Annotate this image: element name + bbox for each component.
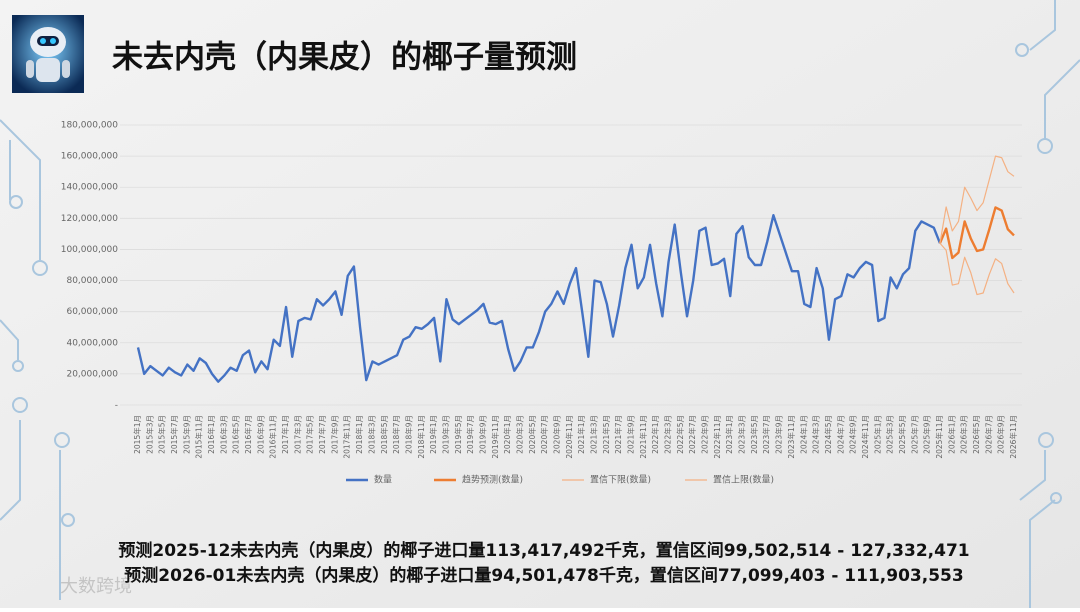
x-tick-label: 2026年5月 bbox=[971, 415, 981, 454]
forecast-note: 预测2025-12未去内壳（内果皮）的椰子进口量113,417,492千克，置信… bbox=[118, 540, 969, 561]
x-tick-label: 2022年7月 bbox=[687, 415, 697, 454]
x-tick-label: 2024年11月 bbox=[860, 415, 870, 459]
x-tick-label: 2017年7月 bbox=[317, 415, 327, 454]
x-tick-label: 2019年1月 bbox=[428, 415, 438, 454]
y-tick-label: 180,000,000 bbox=[61, 121, 119, 131]
x-tick-label: 2026年7月 bbox=[983, 415, 993, 454]
x-tick-label: 2022年5月 bbox=[675, 415, 685, 454]
x-tick-label: 2021年5月 bbox=[601, 415, 611, 454]
series-line bbox=[136, 214, 942, 383]
x-tick-label: 2020年5月 bbox=[527, 415, 537, 454]
x-tick-label: 2017年11月 bbox=[342, 415, 352, 459]
x-tick-label: 2025年9月 bbox=[922, 415, 932, 454]
x-tick-label: 2023年9月 bbox=[774, 415, 784, 454]
x-tick-label: 2020年11月 bbox=[564, 415, 574, 459]
x-tick-label: 2018年3月 bbox=[366, 415, 376, 454]
x-tick-label: 2019年9月 bbox=[477, 415, 487, 454]
watermark: 大数跨境 bbox=[60, 576, 132, 597]
x-tick-label: 2023年5月 bbox=[749, 415, 759, 454]
y-tick-label: 100,000,000 bbox=[61, 245, 119, 255]
x-tick-label: 2026年11月 bbox=[1008, 415, 1018, 459]
y-tick-label: 40,000,000 bbox=[66, 338, 118, 348]
slide-title: 未去内壳（内果皮）的椰子量预测 bbox=[112, 40, 577, 76]
x-tick-label: 2017年3月 bbox=[292, 415, 302, 454]
legend-label: 趋势预测(数量) bbox=[462, 474, 523, 486]
x-tick-label: 2021年11月 bbox=[638, 415, 648, 459]
x-tick-label: 2017年9月 bbox=[329, 415, 339, 454]
x-tick-label: 2019年7月 bbox=[465, 415, 475, 454]
robot-logo bbox=[12, 15, 84, 93]
x-tick-label: 2022年11月 bbox=[712, 415, 722, 459]
x-tick-label: 2016年1月 bbox=[206, 415, 216, 454]
x-tick-label: 2025年1月 bbox=[872, 415, 882, 454]
x-tick-label: 2024年1月 bbox=[798, 415, 808, 454]
x-tick-label: 2019年11月 bbox=[490, 415, 500, 459]
series-line bbox=[939, 242, 1015, 296]
x-tick-label: 2016年9月 bbox=[255, 415, 265, 454]
y-tick-label: 120,000,000 bbox=[61, 214, 119, 224]
x-tick-label: 2018年9月 bbox=[403, 415, 413, 454]
legend-label: 置信上限(数量) bbox=[713, 474, 774, 486]
x-tick-label: 2018年1月 bbox=[354, 415, 364, 454]
x-tick-label: 2017年5月 bbox=[305, 415, 315, 454]
x-tick-label: 2015年9月 bbox=[181, 415, 191, 454]
x-tick-label: 2015年5月 bbox=[157, 415, 167, 454]
x-tick-label: 2015年7月 bbox=[169, 415, 179, 454]
x-tick-label: 2021年1月 bbox=[576, 415, 586, 454]
forecast-note: 预测2026-01未去内壳（内果皮）的椰子进口量94,501,478千克，置信区… bbox=[124, 565, 963, 586]
x-tick-label: 2023年7月 bbox=[761, 415, 771, 454]
x-tick-label: 2018年5月 bbox=[379, 415, 389, 454]
x-tick-label: 2024年5月 bbox=[823, 415, 833, 454]
x-tick-label: 2025年5月 bbox=[897, 415, 907, 454]
x-tick-label: 2019年3月 bbox=[440, 415, 450, 454]
x-tick-label: 2024年3月 bbox=[811, 415, 821, 454]
x-tick-label: 2021年9月 bbox=[626, 415, 636, 454]
x-tick-label: 2021年7月 bbox=[613, 415, 623, 454]
x-tick-label: 2020年1月 bbox=[502, 415, 512, 454]
x-tick-label: 2022年3月 bbox=[663, 415, 673, 454]
x-tick-label: 2016年11月 bbox=[268, 415, 278, 459]
x-tick-label: 2020年3月 bbox=[514, 415, 524, 454]
series-line bbox=[938, 206, 1015, 260]
x-tick-label: 2021年3月 bbox=[589, 415, 599, 454]
x-tick-label: 2025年3月 bbox=[885, 415, 895, 454]
y-tick-label: 20,000,000 bbox=[66, 369, 118, 379]
y-tick-label: - bbox=[115, 401, 118, 411]
x-tick-label: 2025年7月 bbox=[909, 415, 919, 454]
x-tick-label: 2015年11月 bbox=[194, 415, 204, 459]
x-tick-label: 2024年9月 bbox=[848, 415, 858, 454]
x-tick-label: 2023年3月 bbox=[737, 415, 747, 454]
y-tick-label: 160,000,000 bbox=[61, 152, 119, 162]
x-tick-label: 2025年11月 bbox=[934, 415, 944, 459]
x-tick-label: 2016年7月 bbox=[243, 415, 253, 454]
x-tick-label: 2017年1月 bbox=[280, 415, 290, 454]
x-tick-label: 2015年1月 bbox=[132, 415, 142, 454]
x-tick-label: 2018年11月 bbox=[416, 415, 426, 459]
y-tick-label: 60,000,000 bbox=[66, 307, 118, 317]
x-tick-label: 2022年1月 bbox=[650, 415, 660, 454]
x-tick-label: 2026年1月 bbox=[946, 415, 956, 454]
x-tick-label: 2016年3月 bbox=[218, 415, 228, 454]
x-tick-label: 2016年5月 bbox=[231, 415, 241, 454]
x-tick-label: 2023年1月 bbox=[724, 415, 734, 454]
x-tick-label: 2015年3月 bbox=[144, 415, 154, 454]
series-line bbox=[939, 155, 1015, 244]
x-tick-label: 2026年3月 bbox=[959, 415, 969, 454]
legend-label: 数量 bbox=[374, 474, 392, 486]
x-tick-label: 2019年5月 bbox=[453, 415, 463, 454]
legend-label: 置信下限(数量) bbox=[590, 474, 651, 486]
x-tick-label: 2018年7月 bbox=[391, 415, 401, 454]
x-tick-label: 2024年7月 bbox=[835, 415, 845, 454]
x-tick-label: 2022年9月 bbox=[700, 415, 710, 454]
x-tick-label: 2020年7月 bbox=[539, 415, 549, 454]
y-tick-label: 140,000,000 bbox=[61, 183, 119, 193]
y-tick-label: 80,000,000 bbox=[66, 276, 118, 286]
x-tick-label: 2026年9月 bbox=[996, 415, 1006, 454]
x-tick-label: 2020年9月 bbox=[551, 415, 561, 454]
x-tick-label: 2023年11月 bbox=[786, 415, 796, 459]
